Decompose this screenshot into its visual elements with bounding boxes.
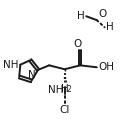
Text: H: H xyxy=(106,22,113,32)
Text: O: O xyxy=(98,10,106,20)
Text: O: O xyxy=(74,39,82,49)
Text: N: N xyxy=(28,70,35,80)
Text: 2: 2 xyxy=(67,85,72,94)
Text: Cl: Cl xyxy=(59,105,70,115)
Text: H: H xyxy=(61,84,69,94)
Text: NH: NH xyxy=(48,85,64,95)
Text: OH: OH xyxy=(98,62,114,72)
Text: H: H xyxy=(77,11,85,21)
Text: NH: NH xyxy=(3,60,18,70)
